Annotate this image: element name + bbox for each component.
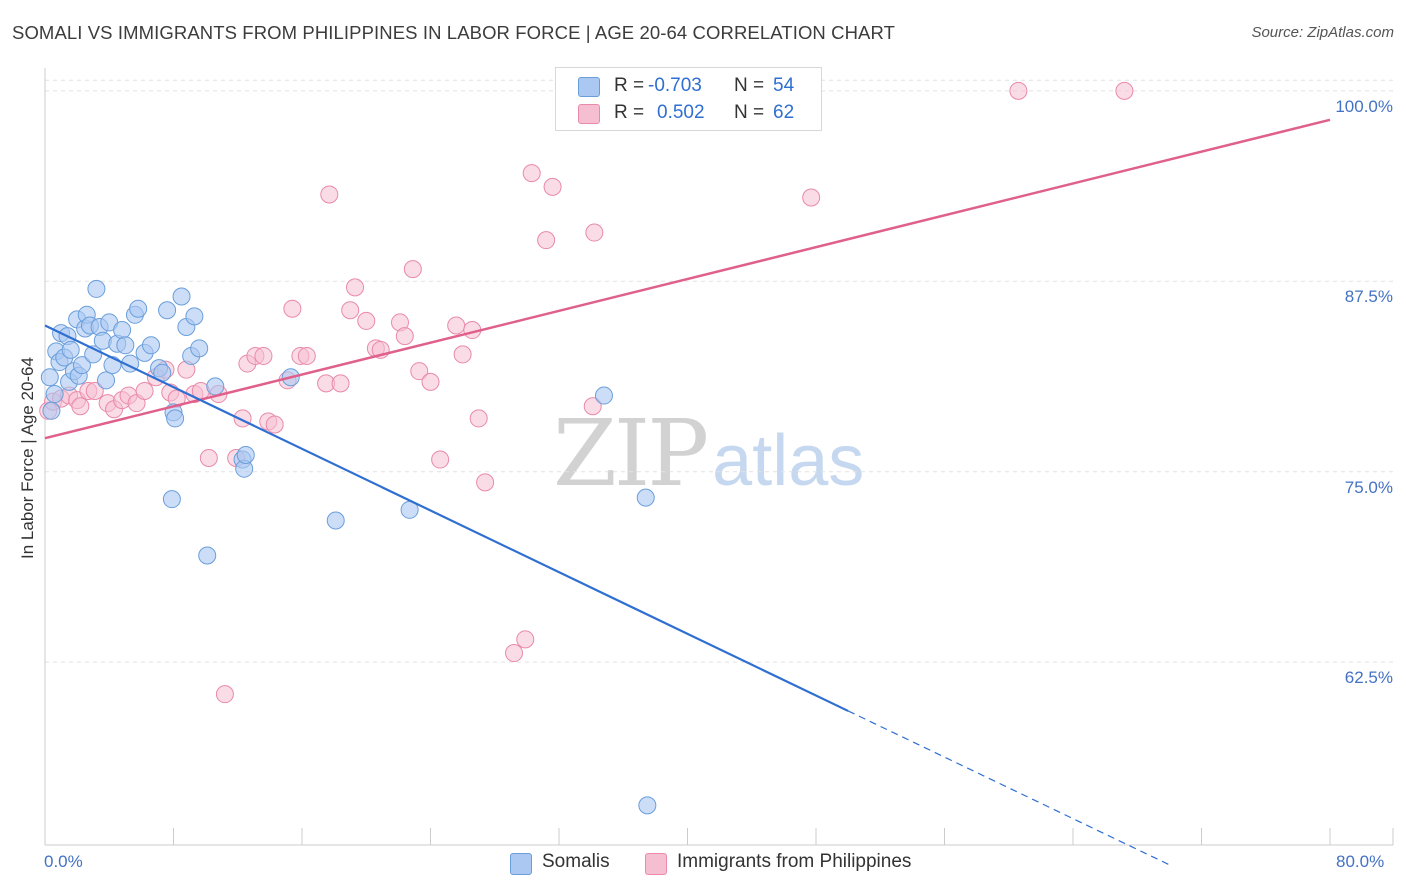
x-tick-label-max: 80.0% [1336, 852, 1385, 871]
somali-point [594, 386, 613, 405]
y-tick-label: 62.5% [1344, 668, 1393, 688]
somali-point [116, 336, 135, 355]
philippines-point [283, 299, 302, 318]
trend-lines [44, 118, 1331, 866]
somali-point [636, 488, 655, 507]
correlation-legend: R = -0.703 N = 54 R = 0.502 N = 62 [555, 67, 822, 131]
philippines-point [476, 473, 495, 492]
y-tick-label: 87.5% [1344, 287, 1393, 307]
somali-point [198, 546, 217, 565]
n-label: N = [734, 75, 765, 96]
philippines-point [135, 381, 154, 400]
philippines-point [265, 415, 284, 434]
x-tick-label-min: 0.0% [44, 852, 83, 871]
philippines-swatch [578, 104, 600, 124]
philippines-point [421, 372, 440, 391]
r-value: 0.502 [657, 102, 705, 123]
philippines-point [543, 177, 562, 196]
series-legend: Somalis Immigrants from Philippines [0, 851, 1406, 877]
somali-point [45, 385, 64, 404]
somali-point [172, 287, 191, 306]
philippines-point [585, 223, 604, 242]
somali-point [158, 301, 177, 320]
philippines-point [583, 397, 602, 416]
philippines-trend-line [44, 118, 1331, 440]
somali-point [42, 401, 61, 420]
philippines-point [1009, 81, 1028, 100]
n-value: 62 [773, 102, 795, 123]
philippines-point [341, 301, 360, 320]
philippines-point [802, 188, 821, 207]
somali-trend-extension [847, 710, 1170, 866]
philippines-point [431, 450, 450, 469]
somali-point [326, 511, 345, 530]
series-philippines [39, 81, 1134, 704]
legend-label-philippines: Immigrants from Philippines [677, 851, 912, 872]
philippines-swatch [645, 853, 667, 875]
philippines-point [410, 362, 429, 381]
somali-point [129, 299, 148, 318]
somali-point [206, 377, 225, 396]
somali-point [190, 339, 209, 358]
somalis-swatch [510, 853, 532, 875]
somali-point [113, 321, 132, 340]
philippines-point [516, 630, 535, 649]
philippines-point [357, 311, 376, 330]
somali-point [103, 356, 122, 375]
somali-point [638, 796, 657, 815]
n-label: N = [734, 102, 765, 123]
somali-trend-line [44, 324, 849, 712]
legend-label-somalis: Somalis [542, 851, 610, 872]
y-tick-label: 100.0% [1335, 96, 1393, 116]
somali-point [87, 279, 106, 298]
axes [44, 68, 1394, 846]
chart-source: Source: ZipAtlas.com [1251, 24, 1394, 41]
philippines-point [522, 164, 541, 183]
philippines-point [331, 374, 350, 393]
somali-point [40, 368, 59, 387]
somalis-swatch [578, 77, 600, 97]
philippines-point [71, 397, 90, 416]
r-value: -0.703 [648, 75, 702, 96]
somali-point [166, 409, 185, 428]
philippines-point [403, 260, 422, 279]
somali-point [162, 490, 181, 509]
somali-point [185, 307, 204, 326]
somali-point [236, 445, 255, 464]
r-label: R = [614, 75, 645, 96]
philippines-point [215, 685, 234, 704]
philippines-point [1115, 81, 1134, 100]
philippines-point [346, 278, 365, 297]
philippines-point [254, 346, 273, 365]
philippines-point [85, 381, 104, 400]
somali-point [61, 340, 80, 359]
n-value: 54 [773, 75, 795, 96]
philippines-point [447, 316, 466, 335]
philippines-point [537, 231, 556, 250]
philippines-point [453, 345, 472, 364]
philippines-point [320, 185, 339, 204]
r-label: R = [614, 102, 645, 123]
chart-title: SOMALI VS IMMIGRANTS FROM PHILIPPINES IN… [12, 22, 896, 43]
series-somalis [40, 279, 657, 815]
philippines-point [297, 346, 316, 365]
y-axis-label: In Labor Force | Age 20-64 [18, 357, 37, 559]
philippines-point [199, 449, 218, 468]
somali-point [142, 336, 161, 355]
somali-point [72, 356, 91, 375]
philippines-point [395, 327, 414, 346]
philippines-point [505, 644, 524, 663]
y-tick-label: 75.0% [1344, 477, 1393, 497]
somali-point [97, 371, 116, 390]
philippines-point [469, 409, 488, 428]
